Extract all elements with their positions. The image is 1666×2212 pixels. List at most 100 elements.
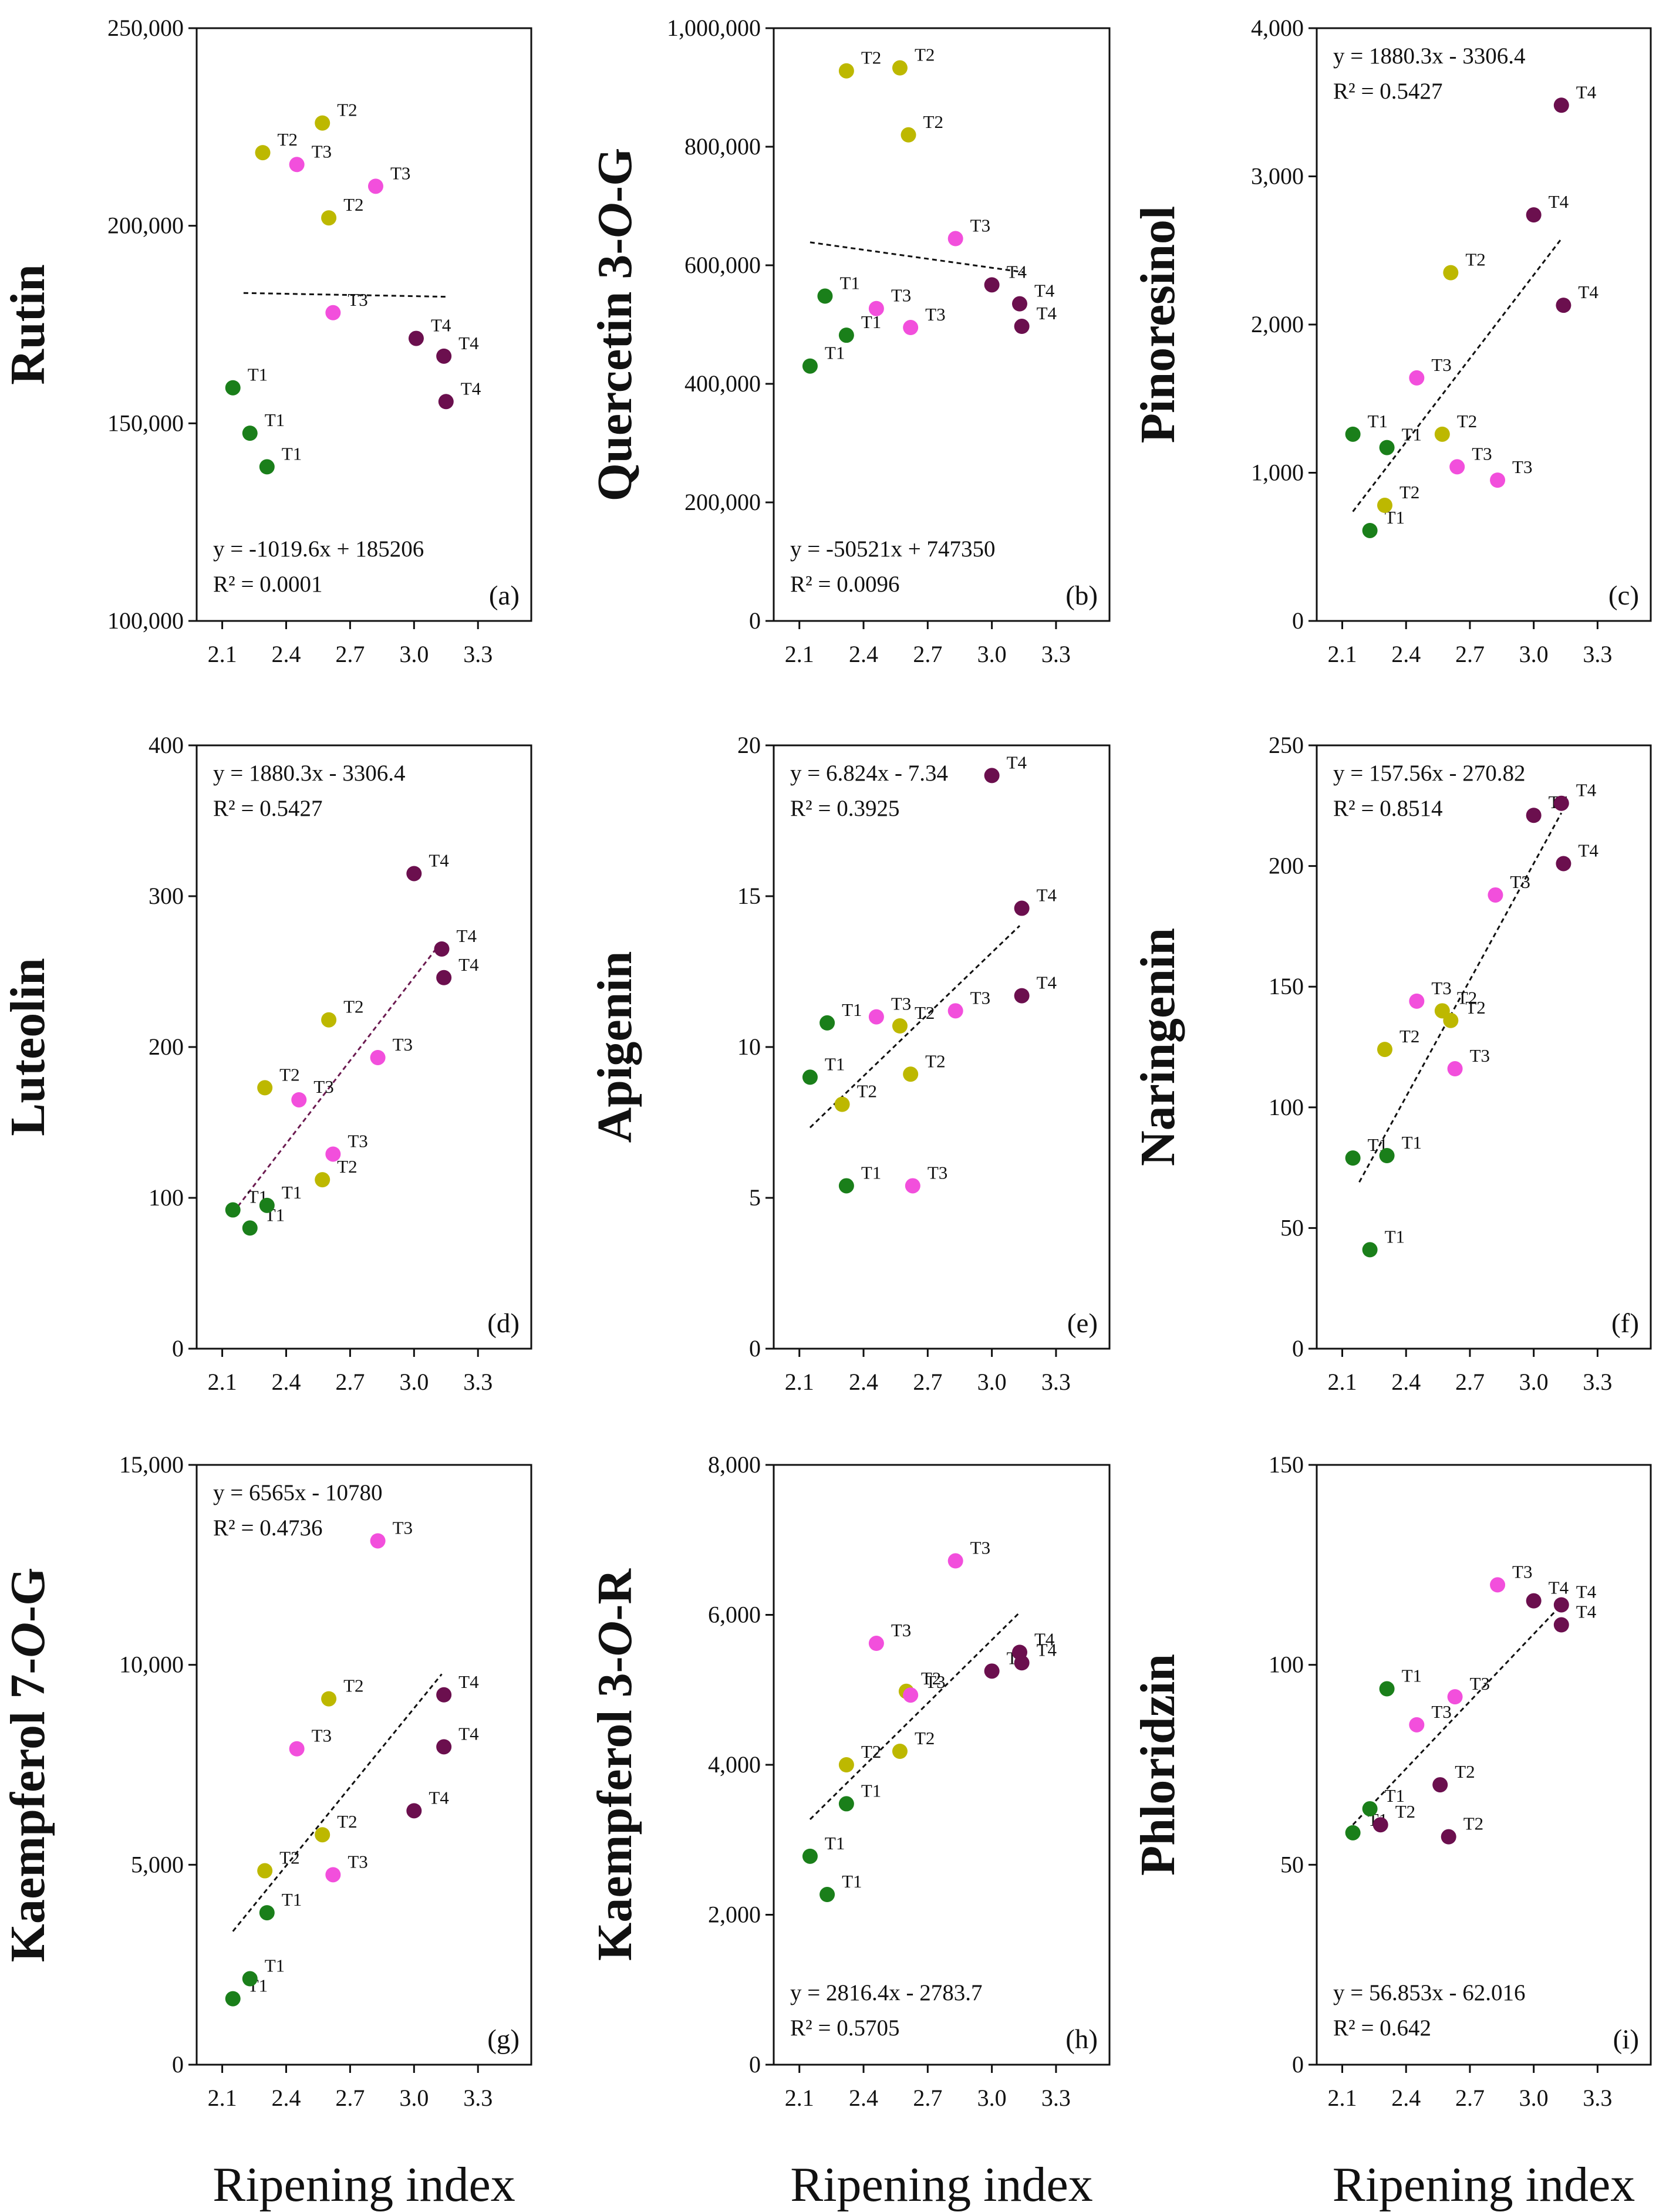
data-point-t2 xyxy=(315,1827,330,1843)
point-label: T3 xyxy=(970,215,990,236)
data-point-t2 xyxy=(892,1018,908,1034)
data-point-t2 xyxy=(315,115,330,131)
data-point-t4 xyxy=(408,330,424,346)
r-squared: R² = 0.3925 xyxy=(790,796,899,821)
x-tick-label: 2.7 xyxy=(1455,641,1485,667)
y-tick-label: 100,000 xyxy=(107,607,184,634)
regression-equation: y = 1880.3x - 3306.4 xyxy=(213,761,405,786)
x-tick-label: 3.3 xyxy=(1041,2085,1071,2111)
y-tick-label: 0 xyxy=(172,2051,184,2078)
point-label: T2 xyxy=(915,45,935,65)
point-label: T2 xyxy=(343,997,363,1017)
panel-f: 0 50 100 150 200 250 2.1 2.4 2.7 3.0 3.3 Naringenin… xyxy=(1131,732,1652,1395)
y-axis-label: Naringenin xyxy=(1131,928,1185,1166)
point-label: T3 xyxy=(348,1851,367,1872)
y-tick-label: 15,000 xyxy=(119,1451,184,1478)
point-label: T1 xyxy=(1385,1226,1405,1247)
data-point-t1 xyxy=(819,1887,835,1903)
data-point-t2 xyxy=(901,127,916,143)
point-label: T3 xyxy=(1512,1561,1532,1582)
point-label: T1 xyxy=(248,364,268,385)
panel-c: 0 1,000 2,000 3,000 4,000 2.1 2.4 2.7 3.0 3.3 Pino… xyxy=(1131,15,1652,667)
y-tick-label: 2,000 xyxy=(1251,311,1304,337)
data-point-t3 xyxy=(291,1092,307,1107)
panel-i: 0 50 100 150 2.1 2.4 2.7 3.0 3.3 Phloridzin Ripeni… xyxy=(1131,1451,1652,2212)
point-label: T3 xyxy=(1510,872,1530,892)
y-tick-label: 800,000 xyxy=(684,133,761,160)
data-point-t3 xyxy=(1409,1717,1425,1733)
data-point-t1 xyxy=(242,1220,258,1236)
point-label: T1 xyxy=(1402,424,1422,445)
data-point-t4 xyxy=(1014,1655,1030,1671)
data-point-t4 xyxy=(436,970,452,985)
x-tick-label: 2.1 xyxy=(208,2085,237,2111)
data-point-t2 xyxy=(257,1863,273,1879)
r-squared: R² = 0.5427 xyxy=(213,796,322,821)
data-point-t3 xyxy=(1488,887,1503,903)
data-point-t1 xyxy=(242,425,258,441)
y-tick-label: 100 xyxy=(149,1184,184,1211)
y-tick-label: 0 xyxy=(749,2051,761,2078)
point-label: T1 xyxy=(282,1889,302,1910)
y-tick-label: 15 xyxy=(737,883,761,909)
data-point-t2 xyxy=(1377,1042,1392,1058)
point-label: T4 xyxy=(1576,1602,1597,1622)
data-point-t3 xyxy=(1409,993,1425,1009)
point-label: T4 xyxy=(457,926,477,946)
y-tick-label: 200,000 xyxy=(684,489,761,515)
point-label: T1 xyxy=(825,1833,845,1853)
x-tick-label: 2.1 xyxy=(208,1369,237,1395)
x-axis-label: Ripening index xyxy=(790,2157,1093,2212)
y-tick-label: 50 xyxy=(1280,1214,1304,1241)
y-tick-label: 100 xyxy=(1269,1094,1304,1120)
point-label: T4 xyxy=(429,1787,449,1808)
y-axis-label: Pinoresinol xyxy=(1131,206,1185,444)
data-point-t1 xyxy=(259,1905,275,1921)
y-tick-label: 3,000 xyxy=(1251,163,1304,190)
x-tick-label: 3.3 xyxy=(463,641,493,667)
data-point-t3 xyxy=(903,1687,919,1703)
data-point-t1 xyxy=(802,1848,818,1864)
x-tick-label: 2.1 xyxy=(785,641,814,667)
point-label: T2 xyxy=(861,1741,881,1762)
point-label: T2 xyxy=(1465,997,1485,1018)
point-label: T3 xyxy=(312,1725,332,1746)
y-axis-label-text: Kaempferol 3- xyxy=(588,1656,642,1961)
point-label: T1 xyxy=(282,443,302,464)
point-label: T3 xyxy=(970,1538,990,1558)
data-point-t1 xyxy=(225,1991,241,2007)
y-axis-label-tail: -R xyxy=(588,1568,642,1621)
point-label: T2 xyxy=(1457,987,1477,1008)
x-tick-label: 2.7 xyxy=(335,1369,365,1395)
point-label: T3 xyxy=(1470,1045,1490,1066)
data-point-t2 xyxy=(838,1757,854,1772)
y-tick-label: 0 xyxy=(749,1335,761,1362)
data-point-t1 xyxy=(802,1069,818,1085)
data-point-t1 xyxy=(1362,1242,1378,1258)
point-label: T3 xyxy=(970,987,990,1008)
point-label: T4 xyxy=(1034,1629,1055,1649)
x-tick-label: 3.3 xyxy=(1583,2085,1612,2111)
panel-a: 100,000 150,000 200,000 250,000 2.1 2.4 2.7 3.0… xyxy=(1,15,532,667)
point-label: T2 xyxy=(921,1668,941,1688)
point-label: T3 xyxy=(928,1162,947,1183)
data-point-t3 xyxy=(289,157,305,173)
data-point-t4 xyxy=(1432,1777,1448,1793)
y-axis-label-text: Quercetin 3- xyxy=(588,238,642,502)
data-point-t2 xyxy=(255,145,271,161)
data-point-t4 xyxy=(436,1687,452,1703)
point-label: T2 xyxy=(1465,249,1485,270)
data-point-t1 xyxy=(1379,1148,1395,1164)
data-point-t3 xyxy=(868,300,884,316)
regression-equation: y = 2816.4x - 2783.7 xyxy=(790,1980,982,2005)
panel-h: 0 2,000 4,000 6,000 8,000 2.1 2.4 2.7 3.0 3.3 Kaem… xyxy=(588,1451,1111,2212)
data-point-t3 xyxy=(868,1009,884,1025)
point-label: T4 xyxy=(1007,261,1027,282)
x-tick-label: 2.4 xyxy=(849,1369,878,1395)
data-point-t1 xyxy=(1379,440,1395,455)
data-point-t1 xyxy=(1345,1150,1361,1166)
r-squared: R² = 0.4736 xyxy=(213,1515,322,1541)
point-label: T4 xyxy=(1007,752,1027,772)
x-tick-label: 2.4 xyxy=(271,2085,301,2111)
